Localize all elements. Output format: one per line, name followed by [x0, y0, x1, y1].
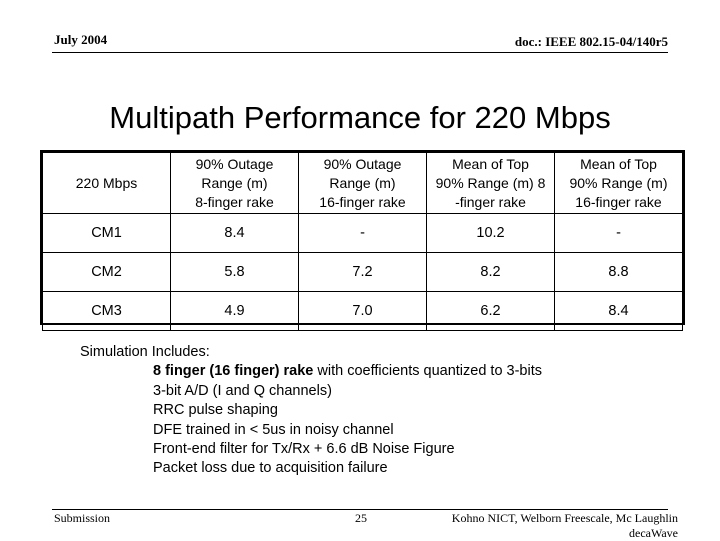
table-cell: 4.9 — [170, 291, 299, 331]
footer-authors: Kohno NICT, Welborn Freescale, Mc Laughl… — [451, 511, 678, 540]
simulation-item: 3-bit A/D (I and Q channels) — [153, 382, 332, 399]
footer-divider — [52, 509, 668, 510]
table-cell: 8.2 — [426, 252, 555, 292]
header-cell-rate: 220 Mbps — [42, 152, 171, 214]
table-cell: 7.0 — [298, 291, 427, 331]
simulation-item: 8 finger (16 finger) rake with coefficie… — [80, 362, 542, 381]
header-divider — [52, 52, 668, 53]
row-label: CM1 — [42, 213, 171, 253]
header-date: July 2004 — [54, 32, 108, 47]
performance-table: 220 Mbps 90% Outage Range (m) 8-finger r… — [40, 150, 685, 331]
simulation-notes: Simulation Includes: 8 finger (16 finger… — [80, 343, 542, 479]
header-doc-id: doc.: IEEE 802.15-04/140r5 — [514, 34, 668, 49]
table-cell: 6.2 — [426, 291, 555, 331]
page-number: 25 — [355, 511, 367, 525]
header-cell-outage-16: 90% Outage Range (m) 16-finger rake — [298, 152, 427, 214]
table-cell: - — [298, 213, 427, 253]
footer-submission: Submission — [54, 511, 111, 525]
row-label: CM2 — [42, 252, 171, 292]
simulation-item-bold: 8 finger (16 finger) rake — [153, 363, 314, 380]
simulation-heading: Simulation Includes: — [80, 344, 210, 360]
simulation-item: DFE trained in < 5us in noisy channel — [153, 421, 394, 438]
table-cell: 8.4 — [554, 291, 683, 331]
header-cell-mean-8: Mean of Top 90% Range (m) 8 -finger rake — [426, 152, 555, 214]
row-label: CM3 — [42, 291, 171, 331]
header-cell-outage-8: 90% Outage Range (m) 8-finger rake — [170, 152, 299, 214]
table-cell: 8.4 — [170, 213, 299, 253]
table-cell: 7.2 — [298, 252, 427, 292]
simulation-item-rest: with coefficients quantized to 3-bits — [313, 363, 542, 380]
table-row: CM1 8.4 - 10.2 - — [42, 213, 683, 253]
simulation-item: Packet loss due to acquisition failure — [153, 460, 388, 477]
simulation-item: Front-end filter for Tx/Rx + 6.6 dB Nois… — [153, 441, 455, 458]
slide-title: Multipath Performance for 220 Mbps — [109, 100, 611, 135]
table-cell: - — [554, 213, 683, 253]
simulation-item: RRC pulse shaping — [153, 402, 278, 419]
table-row: CM2 5.8 7.2 8.2 8.8 — [42, 252, 683, 292]
header-cell-mean-16: Mean of Top 90% Range (m) 16-finger rake — [554, 152, 683, 214]
table-cell: 5.8 — [170, 252, 299, 292]
table-row: CM3 4.9 7.0 6.2 8.4 — [42, 291, 683, 331]
table-cell: 8.8 — [554, 252, 683, 292]
table-header-row: 220 Mbps 90% Outage Range (m) 8-finger r… — [42, 152, 683, 214]
table-cell: 10.2 — [426, 213, 555, 253]
